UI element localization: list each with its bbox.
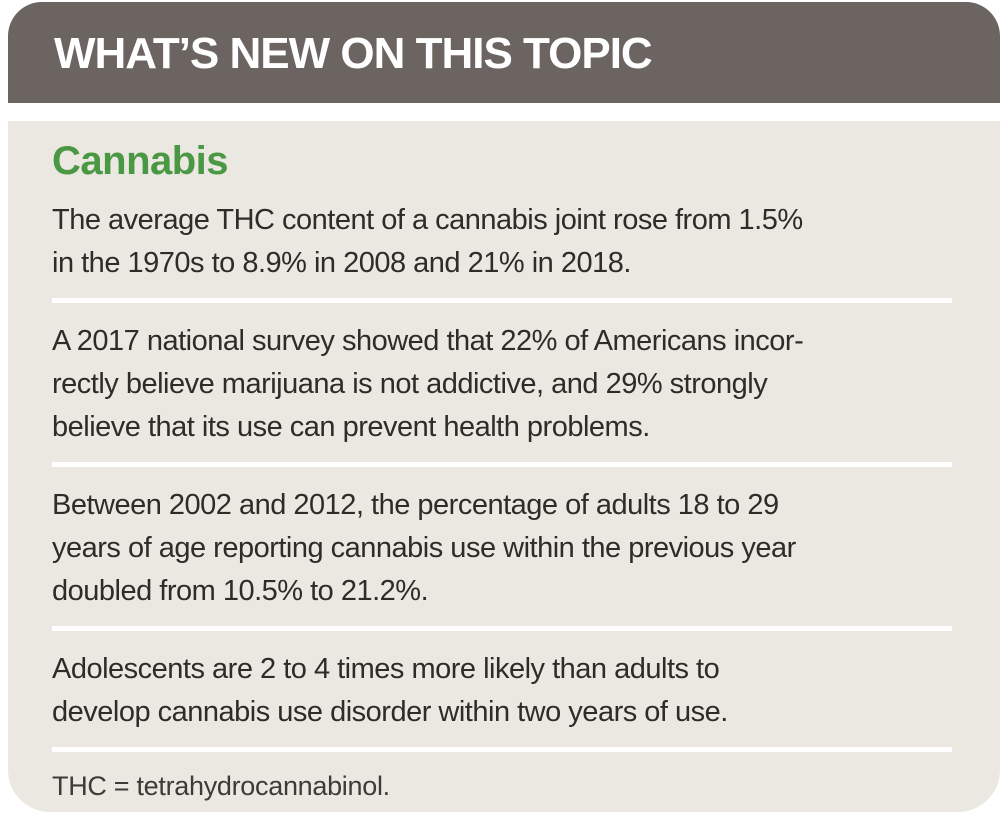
divider [52,747,952,752]
footnote: THC = tetrahydrocannabinol. [52,771,390,801]
fact-paragraph: Between 2002 and 2012, the percentage of… [52,489,796,607]
fact-paragraph: The average THC content of a cannabis jo… [52,204,803,279]
divider [52,462,952,467]
fact-paragraph: A 2017 national survey showed that 22% o… [52,325,804,443]
divider [52,626,952,631]
divider [52,298,952,303]
whats-new-banner: WHAT’S NEW ON THIS TOPIC [8,2,1000,103]
banner-title: WHAT’S NEW ON THIS TOPIC [54,28,653,78]
topic-title: Cannabis [52,139,229,183]
fact-paragraph: Adolescents are 2 to 4 times more likely… [52,653,728,728]
topic-panel: Cannabis The average THC content of a ca… [8,121,1000,812]
